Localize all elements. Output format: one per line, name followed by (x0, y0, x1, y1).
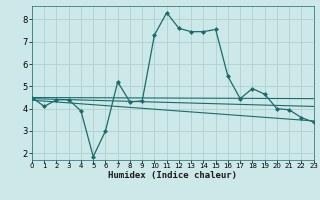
X-axis label: Humidex (Indice chaleur): Humidex (Indice chaleur) (108, 171, 237, 180)
